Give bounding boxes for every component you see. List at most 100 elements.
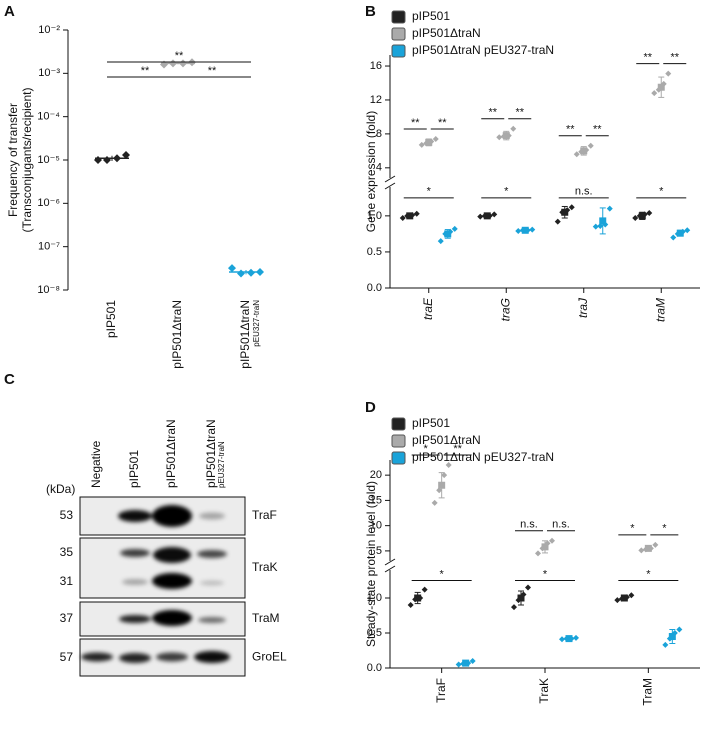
data-point xyxy=(641,211,648,218)
data-point xyxy=(539,545,546,552)
data-point xyxy=(228,264,236,273)
mean-marker xyxy=(599,217,607,225)
blot-bands xyxy=(81,651,230,663)
data-point xyxy=(573,634,579,641)
data-point xyxy=(660,80,667,87)
data-point xyxy=(445,462,452,469)
data-point xyxy=(486,212,493,219)
data-point xyxy=(651,90,658,97)
y-tick-label: 10⁻⁵ xyxy=(37,154,60,166)
axis-break xyxy=(384,558,396,566)
x-tick-label: pIP501 xyxy=(104,300,118,338)
lane-label: pIP501ΔtraN xyxy=(204,419,218,488)
legend-label: pIP501ΔtraN pEU327-traN xyxy=(412,43,554,57)
unit-label: (kDa) xyxy=(46,482,75,496)
lane-label: pIP501ΔtraN xyxy=(164,419,178,488)
significance-label: ** xyxy=(488,107,497,119)
y-tick-label: 10 xyxy=(370,520,382,532)
y-axis-label: Gene expression (fold) xyxy=(364,111,378,232)
data-point xyxy=(578,148,585,155)
data-point xyxy=(618,595,625,602)
significance-label: ** xyxy=(208,65,217,77)
data-point xyxy=(520,591,527,598)
data-point xyxy=(103,156,111,164)
mw-marker: 31 xyxy=(60,574,74,588)
data-point xyxy=(544,540,551,547)
significance-label: * xyxy=(659,186,664,198)
data-point xyxy=(525,584,531,591)
data-point xyxy=(469,658,476,664)
mw-marker: 37 xyxy=(60,611,74,625)
data-point xyxy=(529,226,536,233)
lane-label: pEU327-traN xyxy=(217,441,226,488)
x-tick-label: pIP501ΔtraN xyxy=(170,300,184,369)
legend-swatch xyxy=(391,417,406,431)
legend-swatch xyxy=(391,451,406,465)
significance-label: ** xyxy=(411,117,420,129)
lane-label: pIP501 xyxy=(127,450,141,488)
data-point xyxy=(423,140,430,147)
data-point xyxy=(417,595,424,601)
y-axis-label: (Transconjugants/recipient) xyxy=(20,88,34,233)
data-point xyxy=(568,204,575,211)
y-tick-label: 1.0 xyxy=(367,210,382,222)
y-tick-label: 4 xyxy=(376,162,382,174)
mean-marker xyxy=(517,594,525,602)
blot-bands xyxy=(118,505,225,527)
significance-label: * xyxy=(424,443,429,455)
y-tick-label: 10⁻⁷ xyxy=(38,241,60,253)
data-point xyxy=(559,209,566,216)
y-axis-label: Steady-state protein level (fold) xyxy=(364,481,378,647)
data-point xyxy=(662,641,669,648)
data-point xyxy=(437,238,444,245)
data-point xyxy=(623,594,630,601)
data-point xyxy=(632,215,639,222)
y-tick-label: 1.0 xyxy=(367,592,382,604)
band xyxy=(153,547,191,563)
data-point xyxy=(431,499,438,506)
significance-label: * xyxy=(440,568,445,580)
data-point xyxy=(500,133,507,140)
significance-label: ** xyxy=(593,124,602,136)
legend-swatch xyxy=(391,434,406,448)
data-point xyxy=(568,635,575,642)
data-point xyxy=(606,205,613,212)
data-point xyxy=(549,537,555,544)
data-point xyxy=(674,230,681,237)
data-point xyxy=(652,541,659,548)
data-point xyxy=(179,59,187,68)
mw-marker: 53 xyxy=(60,508,74,522)
y-tick-label: 15 xyxy=(370,494,382,506)
band xyxy=(81,652,113,662)
y-axis-label: Frequency of transfer xyxy=(6,103,20,217)
data-point xyxy=(455,661,462,668)
data-point xyxy=(418,141,425,148)
significance-label: n.s. xyxy=(520,519,538,531)
band xyxy=(119,653,151,663)
data-point xyxy=(399,215,406,222)
significance-label: * xyxy=(630,523,635,535)
data-point xyxy=(602,221,609,228)
y-tick-label: 20 xyxy=(370,469,382,481)
axis-break xyxy=(384,182,396,190)
band xyxy=(199,512,225,520)
legend-label: pIP501ΔtraN xyxy=(412,433,481,447)
data-point xyxy=(481,212,488,219)
legend-swatch xyxy=(391,27,406,41)
data-point xyxy=(94,156,102,164)
data-point xyxy=(404,212,411,219)
data-point xyxy=(451,225,458,232)
y-tick-label: 8 xyxy=(376,128,382,140)
y-tick-label: 0.5 xyxy=(367,627,382,639)
axis-break xyxy=(384,565,396,573)
band xyxy=(152,610,192,626)
mean-marker xyxy=(676,229,684,237)
data-point xyxy=(256,268,264,277)
data-point xyxy=(665,70,672,77)
data-point xyxy=(113,154,121,163)
data-point xyxy=(524,227,531,234)
data-point xyxy=(671,630,678,636)
data-point xyxy=(505,132,512,139)
